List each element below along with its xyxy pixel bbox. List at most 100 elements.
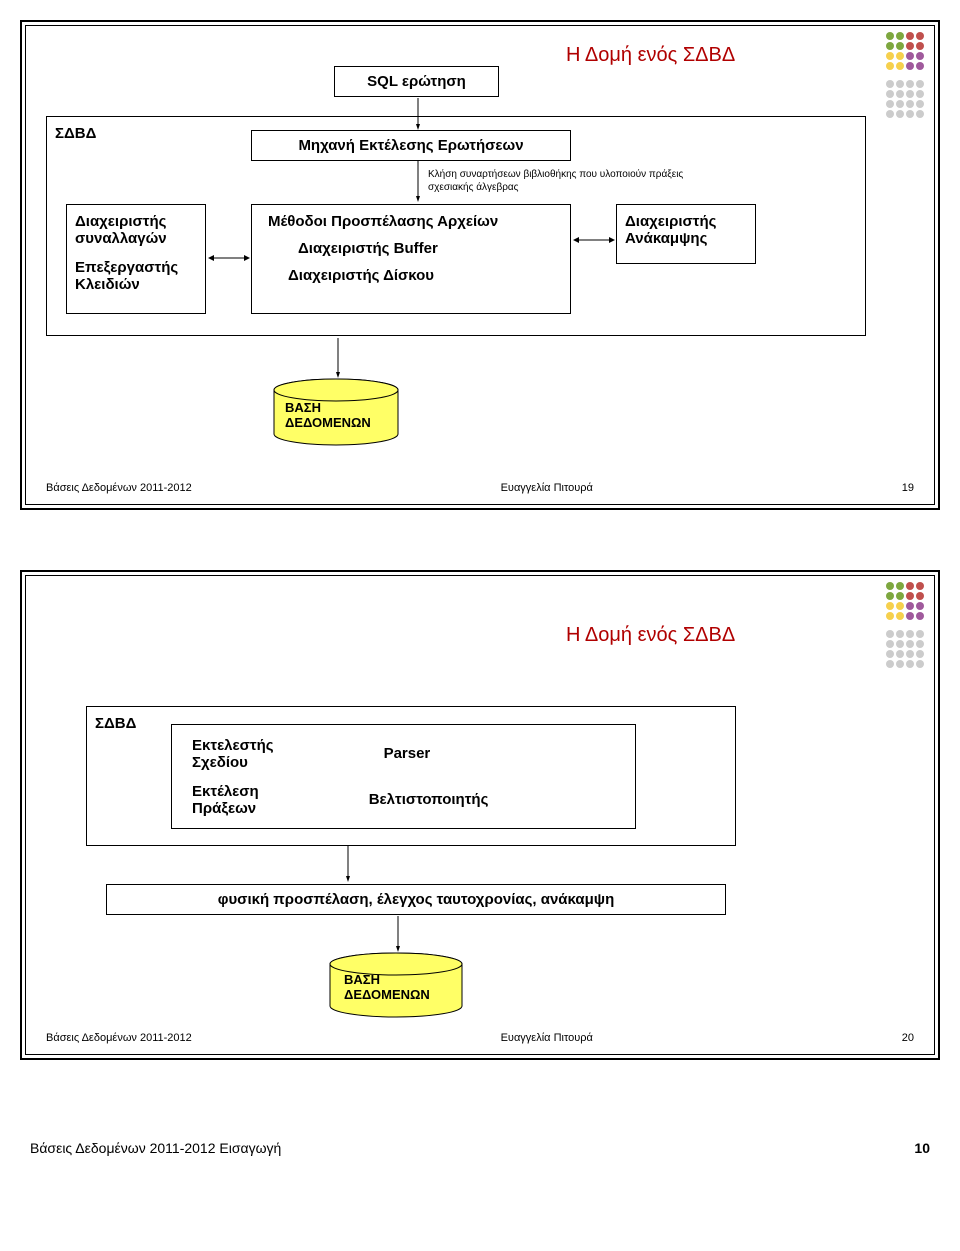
dot-icon xyxy=(896,32,904,40)
db-cylinder-2: ΒΑΣΗ ΔΕΔΟΜΕΝΩΝ xyxy=(326,952,466,1022)
dot-icon xyxy=(916,110,924,118)
recovery-box: Διαχειριστής Ανάκαμψης xyxy=(616,204,756,264)
sql-query-label: SQL ερώτηση xyxy=(367,73,466,90)
dot-icon xyxy=(916,602,924,610)
dot-icon xyxy=(896,650,904,658)
optimizer-label: Βελτιστοποιητής xyxy=(369,783,489,817)
dot-icon xyxy=(916,650,924,658)
dot-icon xyxy=(886,660,894,668)
file-access: Μέθοδοι Προσπέλασης Αρχείων xyxy=(268,213,554,230)
arrow-exec-phys xyxy=(346,846,350,882)
db1-line1: ΒΑΣΗ xyxy=(285,400,415,415)
dot-icon xyxy=(886,52,894,60)
engine-label: Μηχανή Εκτέλεσης Ερωτήσεων xyxy=(298,137,523,154)
dot-icon xyxy=(886,592,894,600)
dot-icon xyxy=(886,602,894,610)
dot-icon xyxy=(896,602,904,610)
page-footer-left: Βάσεις Δεδομένων 2011-2012 Εισαγωγή xyxy=(30,1140,281,1156)
dot-icon xyxy=(886,110,894,118)
executor-box: Εκτελεστής Σχεδίου Parser Εκτέλεση Πράξε… xyxy=(171,724,636,829)
dot-icon xyxy=(916,32,924,40)
dot-icon xyxy=(906,602,914,610)
dot-icon xyxy=(886,62,894,70)
slide-1-inner: SQL ερώτηση Η Δομή ενός ΣΔΒΔ ΣΔΒΔ Μηχανή… xyxy=(25,25,935,505)
dot-icon xyxy=(906,592,914,600)
dot-icon xyxy=(896,630,904,638)
storage-box: Μέθοδοι Προσπέλασης Αρχείων Διαχειριστής… xyxy=(251,204,571,314)
slide1-title: Η Δομή ενός ΣΔΒΔ xyxy=(566,44,735,67)
db2-line2: ΔΕΔΟΜΕΝΩΝ xyxy=(344,987,484,1002)
dot-icon xyxy=(896,582,904,590)
arrow-sql-engine xyxy=(416,98,420,130)
recovery-1: Διαχειριστής xyxy=(625,213,747,230)
plan-exec-1: Εκτελεστής xyxy=(192,737,274,754)
page-footer: Βάσεις Δεδομένων 2011-2012 Εισαγωγή 10 xyxy=(20,1140,940,1156)
dot-icon xyxy=(896,100,904,108)
dot-icon xyxy=(886,42,894,50)
sdbd-label-2: ΣΔΒΔ xyxy=(95,715,136,732)
physical-label: φυσική προσπέλαση, έλεγχος ταυτοχρονίας,… xyxy=(218,891,615,908)
key-proc-2: Κλειδιών xyxy=(75,276,197,293)
dot-icon xyxy=(896,110,904,118)
recovery-2: Ανάκαμψης xyxy=(625,230,747,247)
footer-slide-no: 19 xyxy=(902,482,914,494)
arrow-phys-db xyxy=(396,916,400,952)
sql-query-box: SQL ερώτηση xyxy=(334,66,499,97)
slide1-footer: Βάσεις Δεδομένων 2011-2012 Ευαγγελία Πιτ… xyxy=(46,482,914,494)
footer-slide-no-2: 20 xyxy=(902,1032,914,1044)
physical-box: φυσική προσπέλαση, έλεγχος ταυτοχρονίας,… xyxy=(106,884,726,915)
plan-exec-2: Σχεδίου xyxy=(192,754,274,771)
disk-mgr: Διαχειριστής Δίσκου xyxy=(268,267,554,284)
dot-icon xyxy=(916,582,924,590)
page-footer-right: 10 xyxy=(914,1140,930,1156)
arrow-mid-db xyxy=(336,338,340,378)
dot-icon xyxy=(916,42,924,50)
dots-bottom xyxy=(886,80,924,118)
dots-bottom-2 xyxy=(886,630,924,668)
arrow-left-mid xyxy=(208,254,250,262)
dot-icon xyxy=(896,660,904,668)
footer-center-2: Ευαγγελία Πιτουρά xyxy=(501,1032,593,1044)
parser-label: Parser xyxy=(384,737,431,771)
dot-icon xyxy=(916,62,924,70)
dot-icon xyxy=(906,650,914,658)
dot-icon xyxy=(916,660,924,668)
txn-mgr-2: συναλλαγών xyxy=(75,230,197,247)
dot-icon xyxy=(886,100,894,108)
dot-icon xyxy=(916,90,924,98)
op-exec-1: Εκτέλεση xyxy=(192,783,259,800)
dot-icon xyxy=(906,52,914,60)
dot-icon xyxy=(906,100,914,108)
dot-icon xyxy=(916,592,924,600)
slide-1: SQL ερώτηση Η Δομή ενός ΣΔΒΔ ΣΔΒΔ Μηχανή… xyxy=(20,20,940,510)
footer-left: Βάσεις Δεδομένων 2011-2012 xyxy=(46,482,192,494)
db-cylinder-1: ΒΑΣΗ ΔΕΔΟΜΕΝΩΝ xyxy=(271,378,401,448)
dot-icon xyxy=(886,582,894,590)
dot-icon xyxy=(916,52,924,60)
engine-box: Μηχανή Εκτέλεσης Ερωτήσεων xyxy=(251,130,571,161)
dot-icon xyxy=(916,640,924,648)
dot-icon xyxy=(906,612,914,620)
dot-icon xyxy=(916,630,924,638)
dot-icon xyxy=(916,80,924,88)
arrow-engine-mid xyxy=(416,160,420,202)
lib-call-text: Κλήση συναρτήσεων βιβλιοθήκης που υλοποι… xyxy=(428,168,688,194)
dot-icon xyxy=(906,90,914,98)
txn-key-box: Διαχειριστής συναλλαγών Επεξεργαστής Κλε… xyxy=(66,204,206,314)
arrow-mid-right xyxy=(573,236,615,244)
dot-icon xyxy=(896,640,904,648)
buffer-mgr: Διαχειριστής Buffer xyxy=(268,240,554,257)
slide2-footer: Βάσεις Δεδομένων 2011-2012 Ευαγγελία Πιτ… xyxy=(46,1032,914,1044)
dot-icon xyxy=(906,640,914,648)
slide2-title: Η Δομή ενός ΣΔΒΔ xyxy=(566,624,735,647)
footer-center: Ευαγγελία Πιτουρά xyxy=(501,482,593,494)
dot-icon xyxy=(886,32,894,40)
dot-icon xyxy=(906,42,914,50)
dot-icon xyxy=(886,630,894,638)
txn-mgr-1: Διαχειριστής xyxy=(75,213,197,230)
dot-icon xyxy=(896,80,904,88)
db1-line2: ΔΕΔΟΜΕΝΩΝ xyxy=(285,415,415,430)
dot-icon xyxy=(886,650,894,658)
dot-icon xyxy=(896,90,904,98)
dot-icon xyxy=(886,90,894,98)
